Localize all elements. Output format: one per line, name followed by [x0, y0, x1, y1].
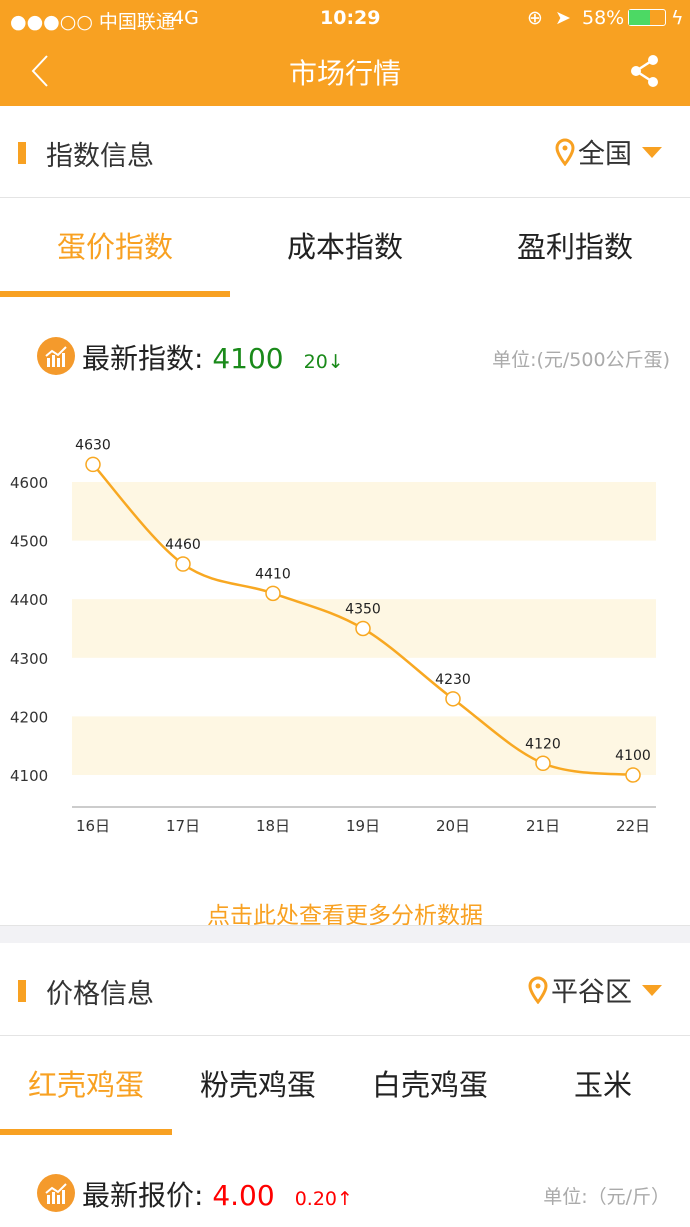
page-title: 市场行情: [288, 57, 401, 90]
latest-index: 最新指数: 4100 20↓ 单位:(元/500公斤蛋): [0, 333, 690, 383]
x-tick-label: 16日: [76, 817, 110, 835]
status-bar: ●●●○○ 中国联通 4G 10:29 ⊕ ➤ 58% ϟ: [0, 0, 690, 36]
y-tick-label: 4100: [10, 767, 48, 785]
caret-down-icon: [642, 146, 662, 158]
more-analysis-link[interactable]: 点击此处查看更多分析数据: [207, 903, 483, 929]
latest-value: 4.00: [212, 1179, 275, 1212]
data-point: [85, 456, 101, 473]
unit-label: 单位:（元/斤）: [543, 1186, 670, 1208]
location-arrow-icon: ➤: [555, 7, 571, 29]
x-tick-label: 17日: [166, 817, 200, 835]
location-selector[interactable]: 全国: [554, 132, 664, 171]
rotation-lock-icon: ⊕: [527, 7, 543, 29]
data-label: 4460: [165, 537, 201, 553]
battery-icon: [628, 9, 666, 26]
trend-chart-icon: [37, 1174, 75, 1212]
section-marker: [18, 980, 26, 1002]
data-label: 4120: [525, 736, 561, 752]
location-label: 全国: [578, 139, 632, 170]
nav-bar: 市场行情: [0, 36, 690, 106]
change-value: 20↓: [303, 351, 344, 373]
latest-label: 最新报价:: [82, 1179, 204, 1212]
carrier: ●●●○○ 中国联通: [10, 11, 175, 33]
data-point: [175, 556, 191, 572]
y-tick-label: 4200: [10, 708, 48, 726]
price-section-header: 价格信息 平谷区: [0, 944, 690, 1036]
data-label: 4410: [255, 566, 291, 582]
data-label: 4630: [75, 437, 111, 453]
section-title: 指数信息: [46, 141, 154, 172]
data-point: [535, 755, 551, 772]
tab-corn[interactable]: 玉米: [573, 1068, 632, 1102]
tab-cost-index[interactable]: 成本指数: [286, 230, 403, 264]
y-tick-label: 4500: [10, 533, 48, 551]
section-marker: [18, 142, 26, 164]
index-line-chart: 4100 4200 4300 4400 4500 4600 16日 17日 18日 19日 20日 2…: [10, 437, 656, 835]
tab-egg-price-index[interactable]: 蛋价指数: [0, 199, 230, 297]
x-tick-label: 19日: [346, 817, 380, 835]
price-tabs: 红壳鸡蛋 粉壳鸡蛋 白壳鸡蛋 玉米: [0, 1037, 690, 1135]
tab-white-shell-egg[interactable]: 白壳鸡蛋: [371, 1068, 488, 1102]
trend-chart-icon: [37, 337, 75, 375]
data-point: [625, 767, 641, 783]
y-tick-label: 4600: [10, 474, 48, 492]
y-tick-label: 4300: [10, 650, 48, 668]
x-tick-label: 18日: [256, 817, 290, 835]
data-label: 4230: [435, 672, 471, 688]
share-icon[interactable]: [630, 54, 660, 88]
change-value: 0.20↑: [294, 1188, 353, 1210]
section-divider: [0, 925, 690, 943]
x-tick-label: 21日: [526, 817, 560, 835]
location-label: 平谷区: [551, 977, 632, 1008]
data-point: [265, 585, 281, 602]
tab-pink-shell-egg[interactable]: 粉壳鸡蛋: [199, 1068, 316, 1102]
charging-icon: ϟ: [671, 7, 684, 29]
tab-red-shell-egg[interactable]: 红壳鸡蛋: [0, 1037, 172, 1135]
caret-down-icon: [642, 984, 662, 996]
x-tick-label: 22日: [616, 817, 650, 835]
data-label: 4100: [615, 748, 651, 764]
latest-value: 4100: [212, 342, 284, 375]
data-label: 4350: [345, 602, 381, 618]
y-tick-label: 4400: [10, 591, 48, 609]
index-section-header: 指数信息 全国: [0, 106, 690, 198]
index-tabs: 蛋价指数 成本指数 盈利指数: [0, 199, 690, 297]
clock: 10:29: [320, 7, 381, 29]
battery-percent: 58%: [582, 7, 625, 29]
grid-band: [72, 482, 656, 541]
unit-label: 单位:(元/500公斤蛋): [492, 349, 670, 371]
section-title: 价格信息: [46, 979, 154, 1010]
grid-band: [72, 716, 656, 775]
latest-label: 最新指数:: [82, 342, 204, 375]
data-point: [445, 691, 461, 707]
location-selector[interactable]: 平谷区: [527, 970, 664, 1009]
data-point: [355, 620, 371, 637]
network: 4G: [172, 7, 199, 29]
location-pin-icon: [528, 975, 548, 1004]
latest-price: 最新报价: 4.00 0.20↑ 单位:（元/斤）: [0, 1170, 690, 1220]
chevron-left-icon[interactable]: [30, 54, 50, 88]
x-tick-label: 20日: [436, 817, 470, 835]
location-pin-icon: [555, 137, 575, 166]
tab-profit-index[interactable]: 盈利指数: [516, 230, 633, 264]
